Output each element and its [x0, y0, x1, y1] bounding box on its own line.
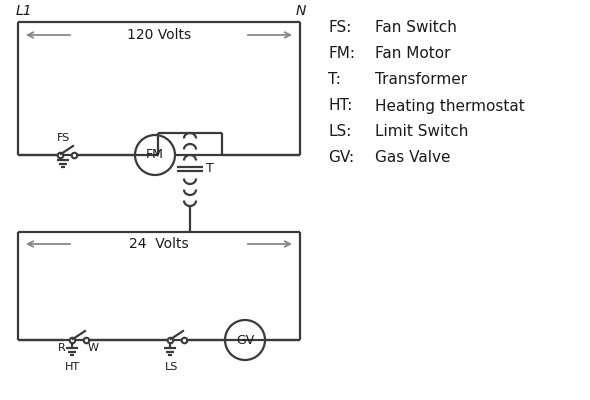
Text: L1: L1: [16, 4, 32, 18]
Text: GV:: GV:: [328, 150, 354, 166]
Text: LS:: LS:: [328, 124, 352, 140]
Text: FS: FS: [57, 133, 70, 143]
Text: Fan Motor: Fan Motor: [375, 46, 451, 62]
Text: FS:: FS:: [328, 20, 352, 36]
Text: W: W: [88, 343, 99, 353]
Text: Transformer: Transformer: [375, 72, 467, 88]
Text: HT:: HT:: [328, 98, 352, 114]
Text: Gas Valve: Gas Valve: [375, 150, 451, 166]
Text: FM:: FM:: [328, 46, 355, 62]
Text: FM: FM: [146, 148, 164, 162]
Text: T:: T:: [328, 72, 341, 88]
Text: Fan Switch: Fan Switch: [375, 20, 457, 36]
Text: 120 Volts: 120 Volts: [127, 28, 191, 42]
Text: N: N: [296, 4, 306, 18]
Text: Limit Switch: Limit Switch: [375, 124, 468, 140]
Text: HT: HT: [64, 362, 80, 372]
Text: 24  Volts: 24 Volts: [129, 237, 189, 251]
Text: Heating thermostat: Heating thermostat: [375, 98, 525, 114]
Text: LS: LS: [165, 362, 179, 372]
Text: GV: GV: [236, 334, 254, 346]
Text: T: T: [206, 162, 214, 176]
Text: R: R: [58, 343, 65, 353]
